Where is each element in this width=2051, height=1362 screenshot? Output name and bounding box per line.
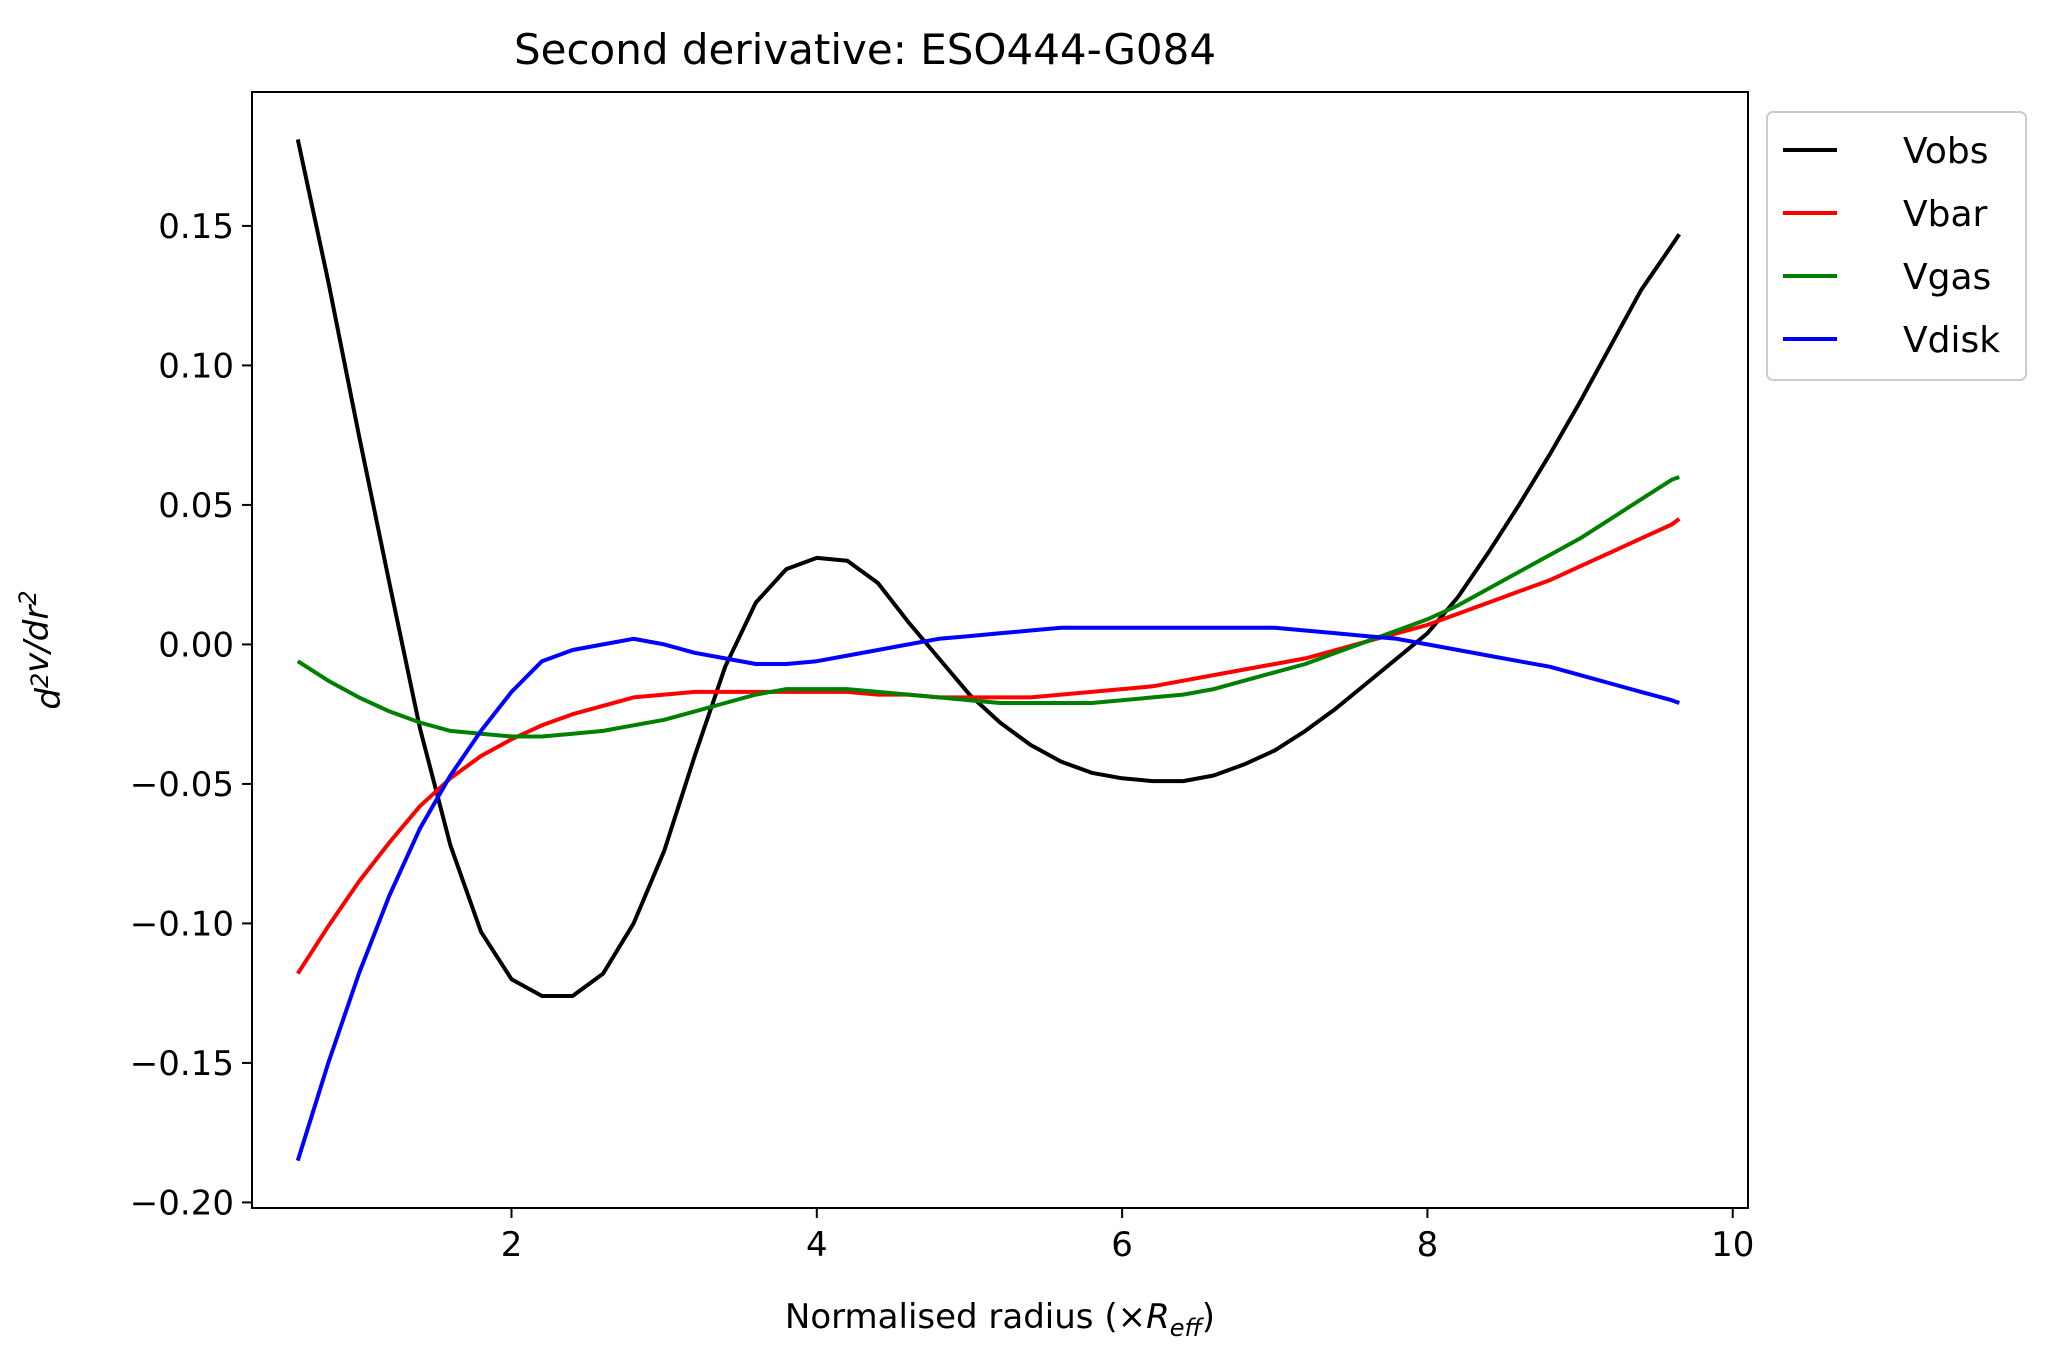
x-tick-label: 8 (1417, 1225, 1439, 1265)
chart-title: Second derivative: ESO444-G084 (514, 25, 1216, 74)
y-tick-label: −0.10 (130, 904, 234, 944)
y-tick-label: 0.00 (158, 625, 234, 665)
series-group (295, 138, 1681, 1162)
series-line-vdisk (295, 625, 1680, 1162)
legend-label-vgas: Vgas (1903, 257, 1991, 298)
series-line-vbar (296, 517, 1681, 975)
y-tick-label: 0.05 (158, 486, 234, 526)
x-tick-label: 4 (806, 1225, 828, 1265)
legend-label-vobs: Vobs (1903, 131, 1988, 172)
y-tick-label: 0.10 (158, 346, 234, 386)
y-tick-label: −0.05 (130, 765, 234, 805)
plot-area (251, 91, 1749, 1209)
y-tick-label: 0.15 (158, 207, 234, 247)
y-tick-label: −0.15 (130, 1044, 234, 1084)
y-axis-label: d2v/dr2 (14, 590, 69, 709)
plot-frame (251, 91, 1749, 1209)
x-tick-label: 2 (501, 1225, 523, 1265)
legend-label-vdisk: Vdisk (1903, 320, 2000, 361)
x-axis: 2 4 6 8 10 (501, 1208, 1754, 1265)
legend-box (1766, 111, 2027, 381)
series-line-vgas (296, 475, 1680, 739)
legend-label-vbar: Vbar (1903, 194, 1988, 235)
y-tick-label: −0.20 (130, 1183, 234, 1223)
legend: Vobs Vbar Vgas Vdisk (1766, 111, 2027, 381)
x-tick-label: 6 (1111, 1225, 1133, 1265)
series-line-vobs (295, 138, 1681, 998)
x-tick-label: 10 (1711, 1225, 1754, 1265)
x-axis-label: Normalised radius (×Reff) (785, 1297, 1215, 1342)
y-axis: −0.20 −0.15 −0.10 −0.05 0.00 0.05 0.10 0.15 (130, 207, 252, 1223)
